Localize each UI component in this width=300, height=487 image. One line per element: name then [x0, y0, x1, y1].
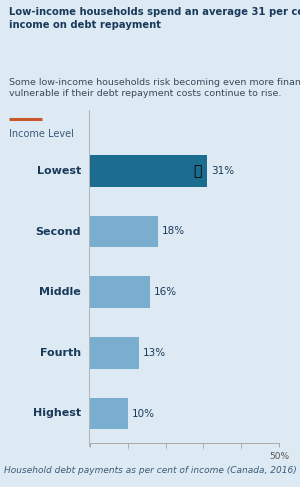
Text: 16%: 16% [154, 287, 177, 297]
Bar [90, 337, 139, 369]
Text: 18%: 18% [162, 226, 185, 237]
Bar [90, 155, 207, 187]
Text: Income Level: Income Level [9, 129, 74, 139]
Text: Some low-income households risk becoming even more financially
vulnerable if the: Some low-income households risk becoming… [9, 78, 300, 98]
Text: 10%: 10% [132, 409, 154, 419]
Text: 13%: 13% [143, 348, 166, 358]
Text: Lowest: Lowest [37, 167, 81, 176]
Text: Second: Second [35, 227, 81, 237]
Bar [90, 277, 151, 308]
Bar [90, 216, 158, 247]
Text: 💰: 💰 [194, 164, 202, 178]
Text: Highest: Highest [33, 408, 81, 418]
Text: Fourth: Fourth [40, 348, 81, 357]
Text: Household debt payments as per cent of income (Canada, 2016): Household debt payments as per cent of i… [4, 466, 296, 475]
Text: Middle: Middle [39, 287, 81, 297]
Bar [90, 398, 128, 430]
Text: Low-income households spend an average 31 per cent of their
income on debt repay: Low-income households spend an average 3… [9, 7, 300, 30]
Text: 31%: 31% [211, 166, 234, 176]
